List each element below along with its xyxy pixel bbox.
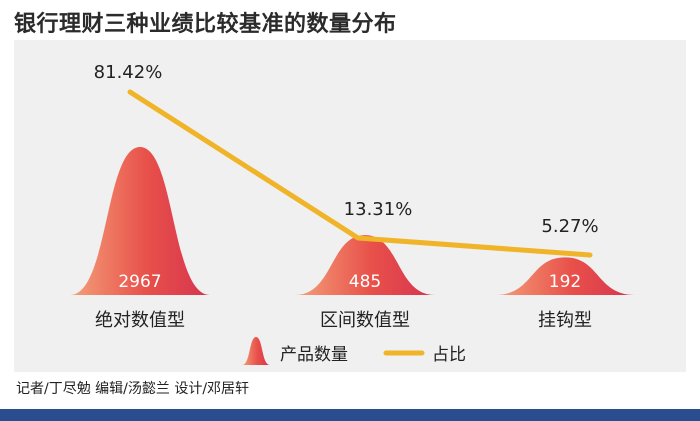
share-label-3: 5.27% — [541, 216, 598, 237]
chart-title: 银行理财三种业绩比较基准的数量分布 — [14, 12, 397, 37]
category-label-3: 挂钩型 — [538, 310, 592, 331]
count-label-2: 485 — [349, 272, 381, 292]
count-hump-2 — [295, 235, 435, 295]
count-hump-3 — [495, 257, 635, 295]
category-label-1: 绝对数值型 — [95, 310, 185, 331]
legend-label-1: 产品数量 — [280, 345, 348, 365]
legend-label-2: 占比 — [432, 345, 466, 365]
footer-bar — [0, 409, 700, 421]
legend-count-icon — [242, 337, 270, 365]
count-label-3: 192 — [549, 272, 581, 292]
count-hump-1 — [70, 147, 210, 295]
share-label-1: 81.42% — [94, 62, 163, 83]
credits: 记者/丁尽勉 编辑/汤懿兰 设计/邓居轩 — [16, 381, 250, 397]
category-label-2: 区间数值型 — [320, 310, 410, 331]
count-label-1: 2967 — [118, 272, 161, 292]
share-label-2: 13.31% — [344, 199, 413, 220]
share-line — [127, 89, 593, 258]
